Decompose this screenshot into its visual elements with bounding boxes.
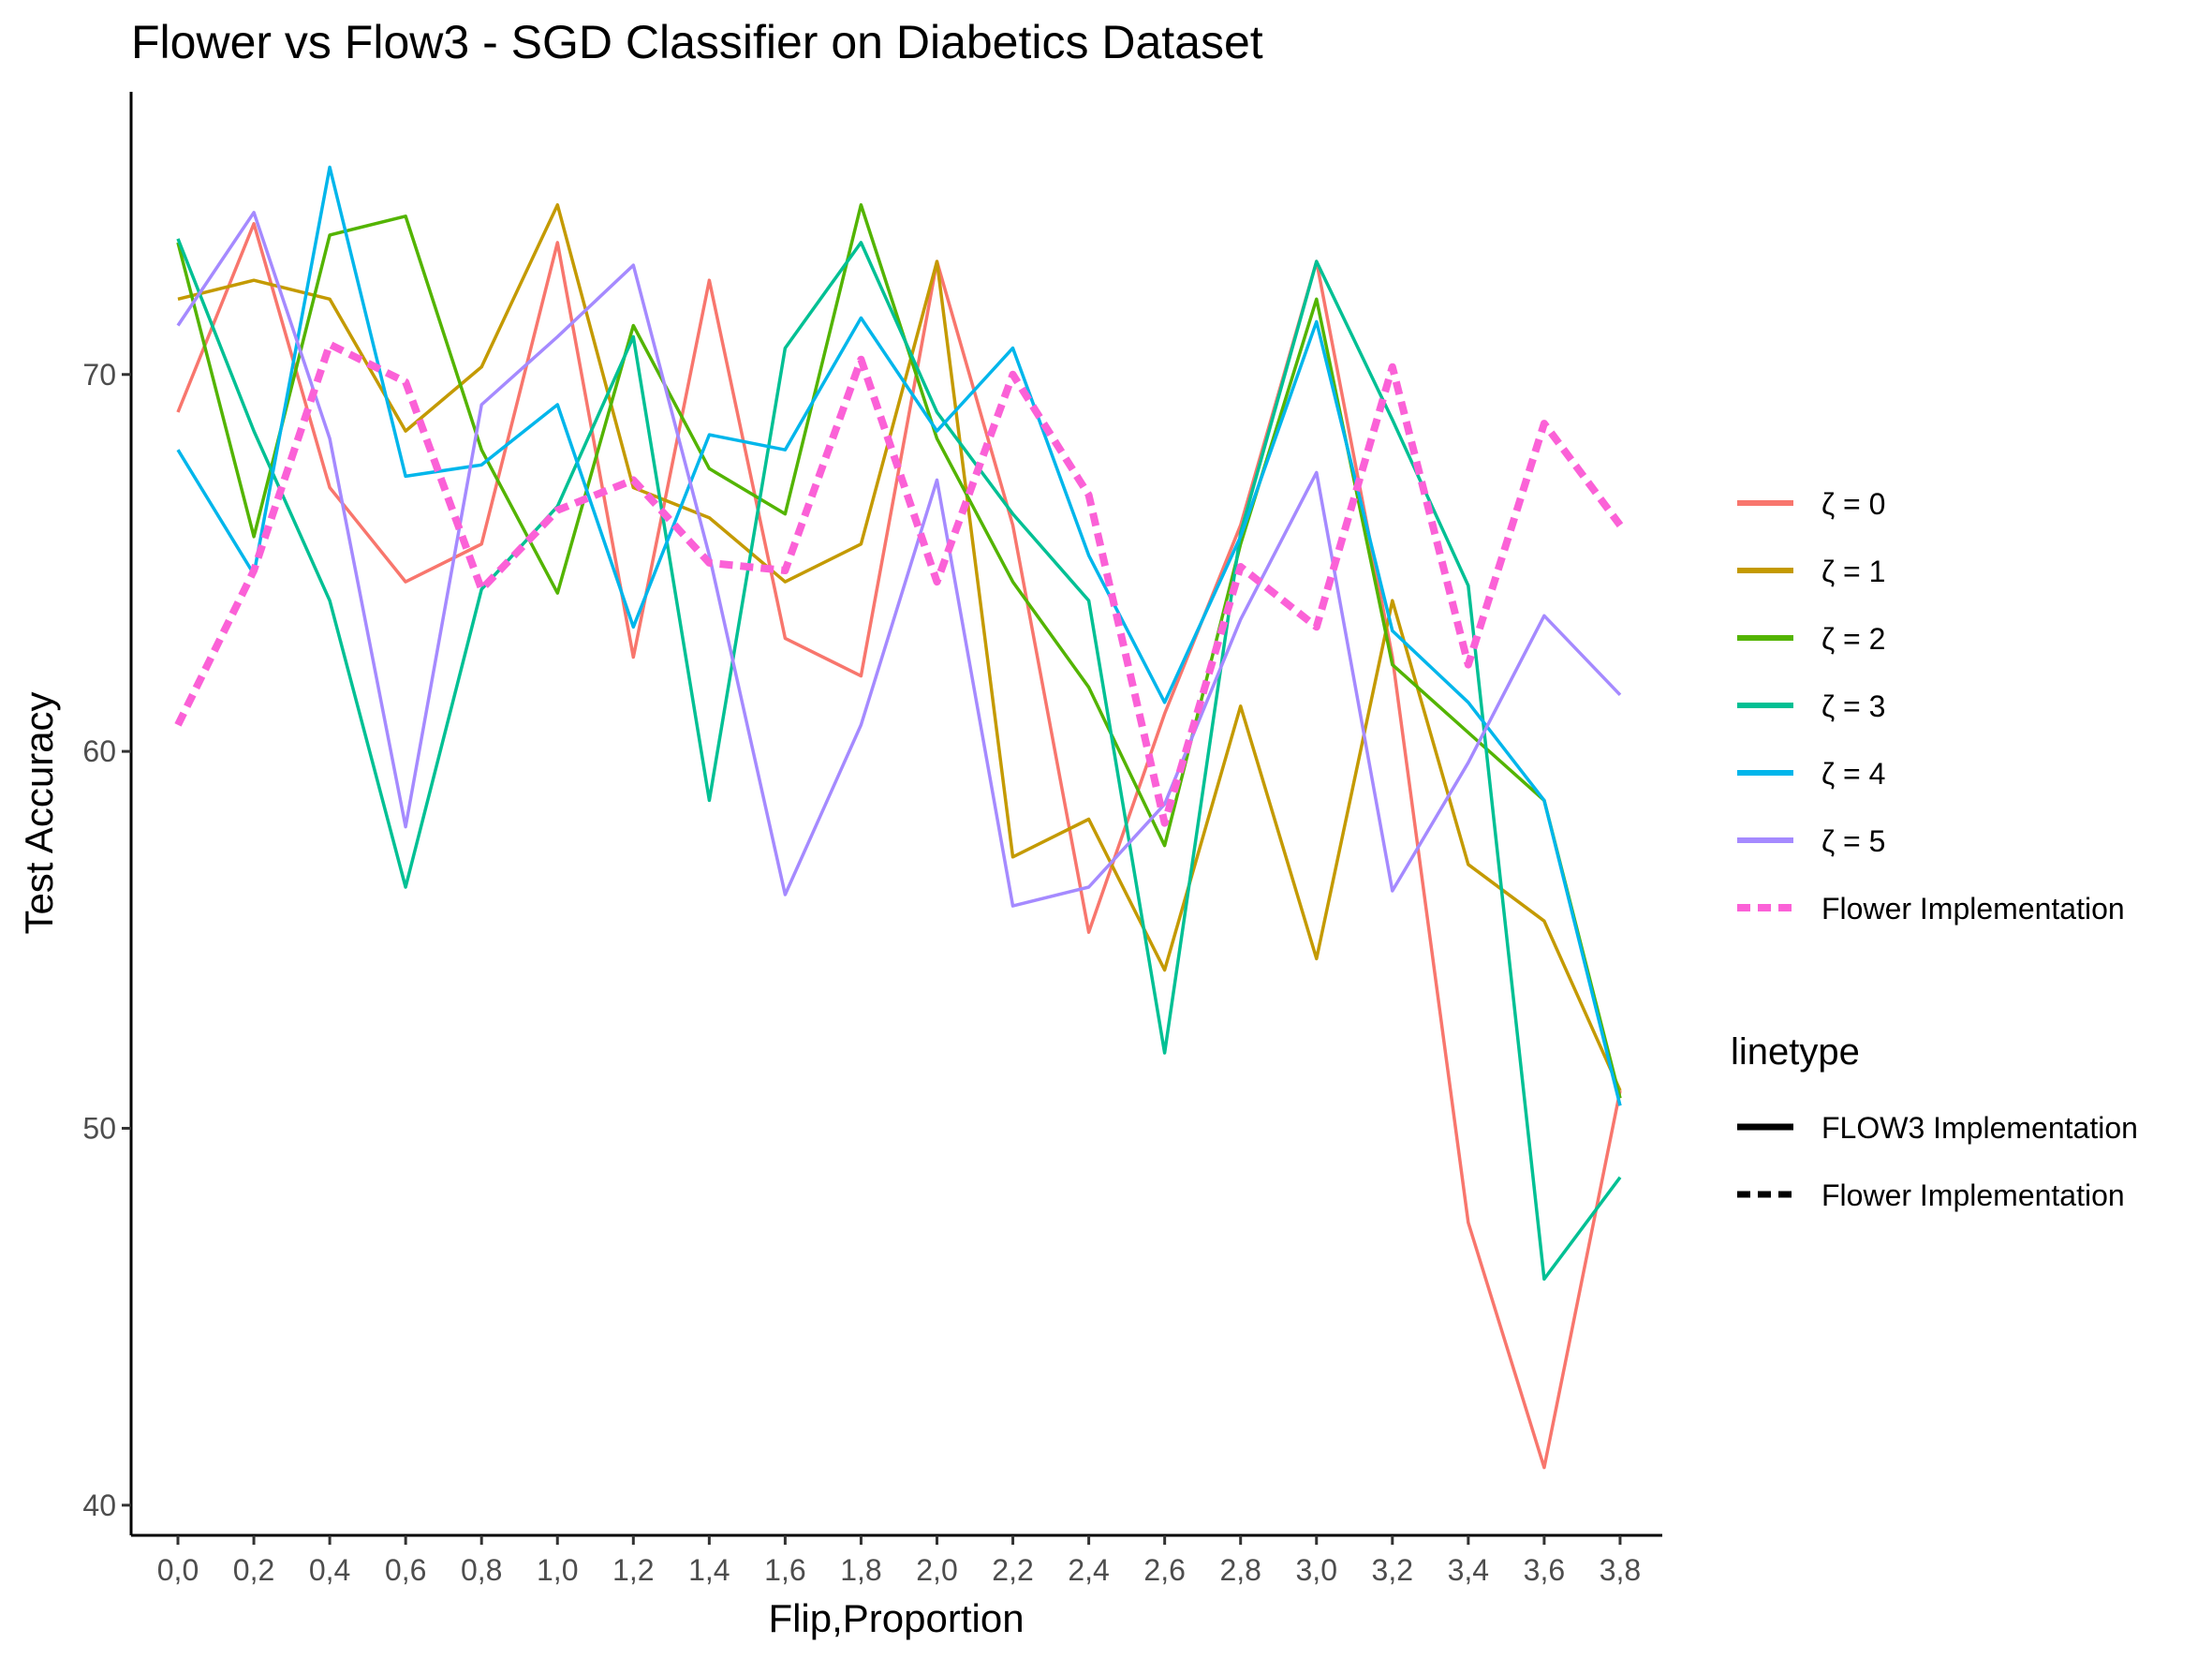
series-line-1 bbox=[177, 202, 1622, 1091]
x-tick-label: 0,2 bbox=[233, 1553, 274, 1587]
series-line-6 bbox=[174, 340, 1624, 827]
legend-label-4: ζ = 4 bbox=[1821, 757, 1885, 791]
linetype-label-1: Flower Implementation bbox=[1821, 1178, 2125, 1212]
x-tick-label: 3,6 bbox=[1524, 1553, 1565, 1587]
legend-label-1: ζ = 1 bbox=[1821, 555, 1885, 588]
x-tick-label: 0,4 bbox=[309, 1553, 350, 1587]
series-line-4 bbox=[176, 165, 1622, 1106]
linetype-legend: linetype FLOW3 Implementation Flower Imple… bbox=[1731, 1031, 2138, 1212]
series-lines bbox=[174, 165, 1624, 1470]
x-tick-label: 0,8 bbox=[461, 1553, 502, 1587]
legend-label-3: ζ = 3 bbox=[1821, 689, 1885, 723]
y-tick-label: 60 bbox=[82, 734, 116, 768]
linetype-label-0: FLOW3 Implementation bbox=[1821, 1111, 2138, 1145]
y-tick-label: 70 bbox=[82, 358, 116, 392]
series-line-2 bbox=[176, 202, 1622, 1099]
x-tick-label: 1,2 bbox=[612, 1553, 654, 1587]
y-axis-title: Test Accuracy bbox=[17, 691, 61, 934]
legend-label-0: ζ = 0 bbox=[1821, 487, 1885, 521]
series-legend: ζ = 0 ζ = 1 ζ = 2 ζ = 3 ζ = 4 ζ = 5 Flower Imp… bbox=[1737, 487, 2125, 926]
x-tick-label: 3,0 bbox=[1296, 1553, 1337, 1587]
legend-label-2: ζ = 2 bbox=[1821, 622, 1885, 656]
legend-label-6: Flower Implementation bbox=[1821, 892, 2125, 926]
x-tick-label: 1,4 bbox=[688, 1553, 730, 1587]
series-line-3 bbox=[176, 238, 1622, 1281]
x-axis-title: Flip,Proportion bbox=[768, 1596, 1024, 1640]
series-line-5 bbox=[176, 211, 1622, 908]
x-tick-label: 3,4 bbox=[1448, 1553, 1489, 1587]
x-tick-label: 3,2 bbox=[1372, 1553, 1413, 1587]
x-tick-label: 2,6 bbox=[1143, 1553, 1185, 1587]
x-tick-label: 0,6 bbox=[385, 1553, 426, 1587]
x-tick-label: 3,8 bbox=[1600, 1553, 1641, 1587]
x-tick-label: 1,0 bbox=[537, 1553, 578, 1587]
x-axis-ticks: 0,0 0,2 0,4 0,6 0,8 1,0 1,2 1,4 1,6 1,8 2,0 2,2 2,4 2… bbox=[157, 1535, 1641, 1587]
y-tick-label: 40 bbox=[82, 1489, 116, 1522]
linetype-legend-title: linetype bbox=[1731, 1031, 1860, 1073]
series-line-0 bbox=[176, 222, 1622, 1470]
x-tick-label: 2,0 bbox=[916, 1553, 957, 1587]
x-tick-label: 2,8 bbox=[1219, 1553, 1261, 1587]
y-tick-label: 50 bbox=[82, 1111, 116, 1145]
legend-label-5: ζ = 5 bbox=[1821, 824, 1885, 858]
x-tick-label: 2,4 bbox=[1068, 1553, 1109, 1587]
chart-title: Flower vs Flow3 - SGD Classifier on Diab… bbox=[131, 16, 1263, 68]
y-axis-ticks: 40 50 60 70 bbox=[82, 358, 131, 1522]
x-tick-label: 0,0 bbox=[157, 1553, 199, 1587]
x-tick-label: 1,8 bbox=[840, 1553, 881, 1587]
x-tick-label: 2,2 bbox=[992, 1553, 1033, 1587]
x-tick-label: 1,6 bbox=[764, 1553, 805, 1587]
plot-area: 40 50 60 70 0,0 0,2 0,4 0,6 0,8 1,0 1,2 1,4 1,6 1,8 2… bbox=[82, 92, 1662, 1587]
